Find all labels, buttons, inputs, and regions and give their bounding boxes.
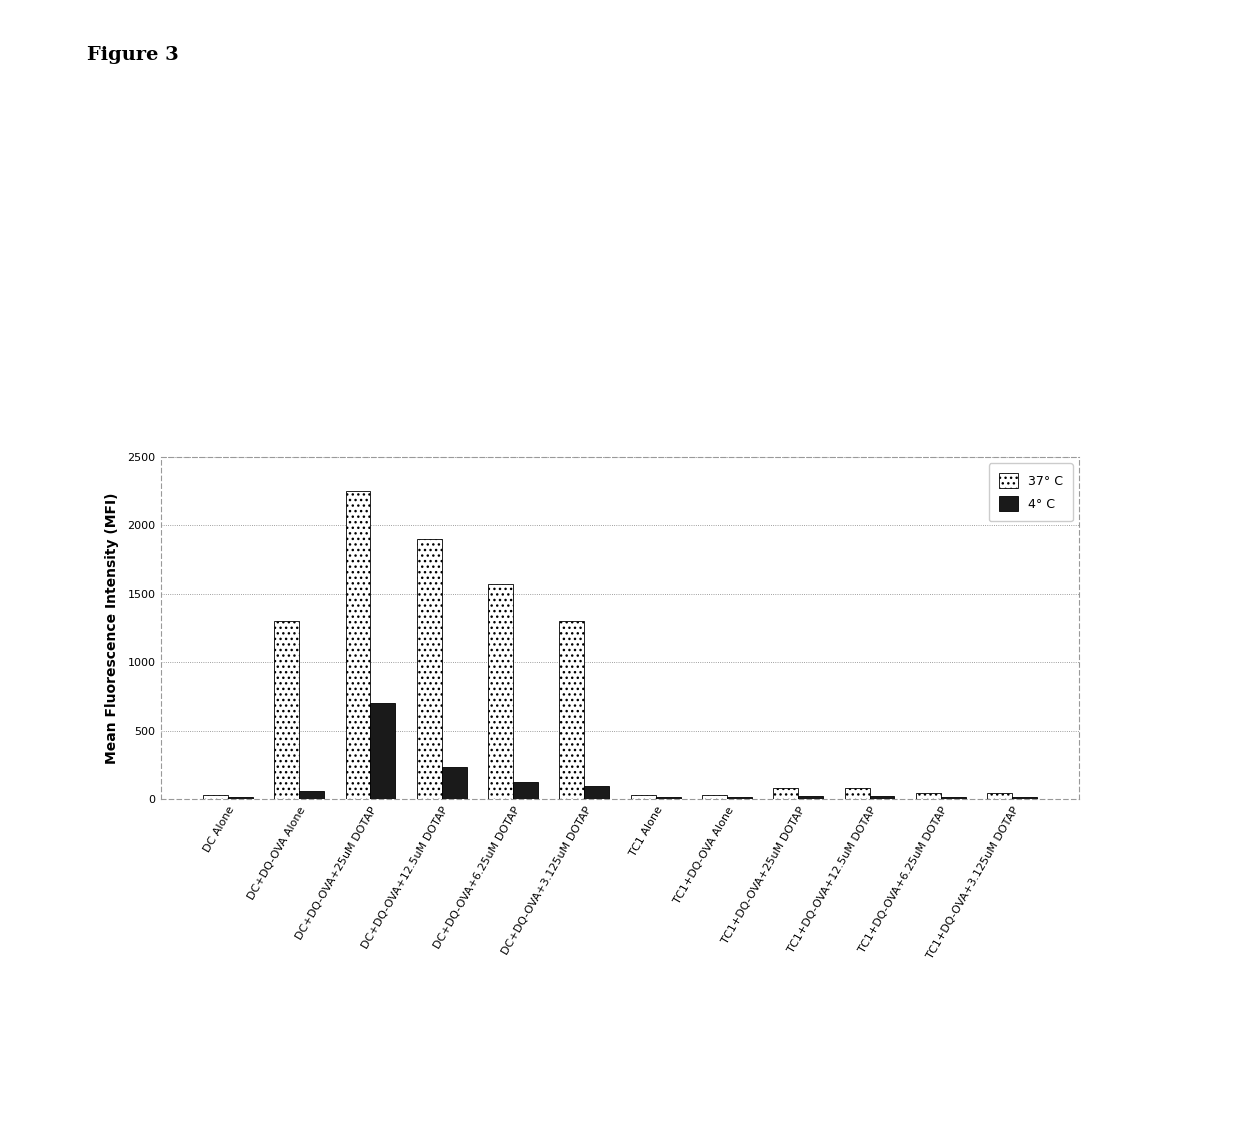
Bar (346, 491, 371, 799)
Bar (489, 585, 513, 799)
Y-axis label: Mean Fluorescence Intensity (MFI): Mean Fluorescence Intensity (MFI) (105, 492, 119, 764)
Bar (203, 795, 228, 799)
Bar (228, 797, 253, 799)
Bar (656, 797, 681, 799)
Bar (441, 766, 466, 799)
Legend: 37° C, 4° C: 37° C, 4° C (988, 463, 1073, 521)
Bar (1012, 797, 1037, 799)
Bar (916, 793, 941, 799)
Text: Figure 3: Figure 3 (87, 46, 179, 64)
Bar (371, 703, 396, 799)
Bar (987, 793, 1012, 799)
Bar (727, 797, 751, 799)
Bar (844, 788, 869, 799)
Bar (299, 791, 324, 799)
Bar (869, 796, 894, 799)
Bar (274, 621, 299, 799)
Bar (799, 796, 823, 799)
Bar (559, 621, 584, 799)
Bar (774, 788, 799, 799)
Bar (513, 781, 538, 799)
Bar (631, 795, 656, 799)
Bar (941, 797, 966, 799)
Bar (417, 539, 441, 799)
Bar (584, 786, 609, 799)
Bar (702, 795, 727, 799)
